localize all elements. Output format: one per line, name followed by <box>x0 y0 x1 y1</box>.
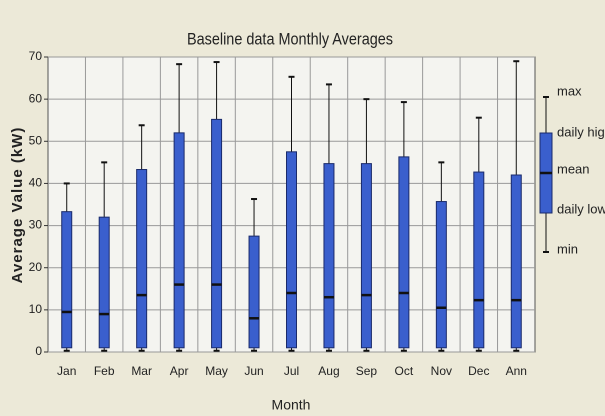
legend-label: mean <box>557 161 590 176</box>
x-axis-label: Month <box>272 397 311 413</box>
box <box>211 118 223 349</box>
x-tick-label: Nov <box>431 364 452 378</box>
box <box>473 171 485 349</box>
box <box>98 216 110 349</box>
y-tick-label: 70 <box>29 49 43 63</box>
legend-label: daily low <box>557 201 605 216</box>
y-tick-label: 40 <box>29 176 43 190</box>
y-tick-label: 30 <box>29 218 43 232</box>
y-tick-label: 60 <box>29 91 43 105</box>
chart-title: Baseline data Monthly Averages <box>187 30 393 48</box>
y-tick-label: 10 <box>29 302 43 316</box>
y-axis-label: Average Value (kW) <box>9 127 26 284</box>
x-tick-label: Oct <box>395 364 414 378</box>
box <box>510 174 522 349</box>
box <box>61 211 73 349</box>
box <box>435 201 447 349</box>
x-tick-label: May <box>205 364 228 378</box>
x-tick-label: Dec <box>468 364 489 378</box>
x-tick-label: Apr <box>170 364 189 378</box>
legend-label: max <box>557 83 582 98</box>
box <box>360 163 372 349</box>
x-tick-label: Mar <box>131 364 152 378</box>
box <box>323 163 335 349</box>
y-tick-label: 50 <box>29 133 43 147</box>
legend-label: daily high <box>557 124 605 139</box>
x-tick-label: Sep <box>356 364 378 378</box>
legend-label: min <box>557 241 578 256</box>
x-tick-label: Feb <box>94 364 115 378</box>
x-tick-label: Jan <box>57 364 76 378</box>
y-tick-label: 20 <box>29 260 43 274</box>
box <box>398 156 410 349</box>
box <box>136 169 148 349</box>
x-tick-label: Jul <box>284 364 299 378</box>
x-tick-label: Ann <box>506 364 527 378</box>
x-tick-label: Jun <box>244 364 263 378</box>
box <box>286 151 297 349</box>
y-tick-label: 0 <box>35 344 42 358</box>
x-tick-label: Aug <box>318 364 339 378</box>
box <box>173 132 185 349</box>
box <box>248 235 260 349</box>
